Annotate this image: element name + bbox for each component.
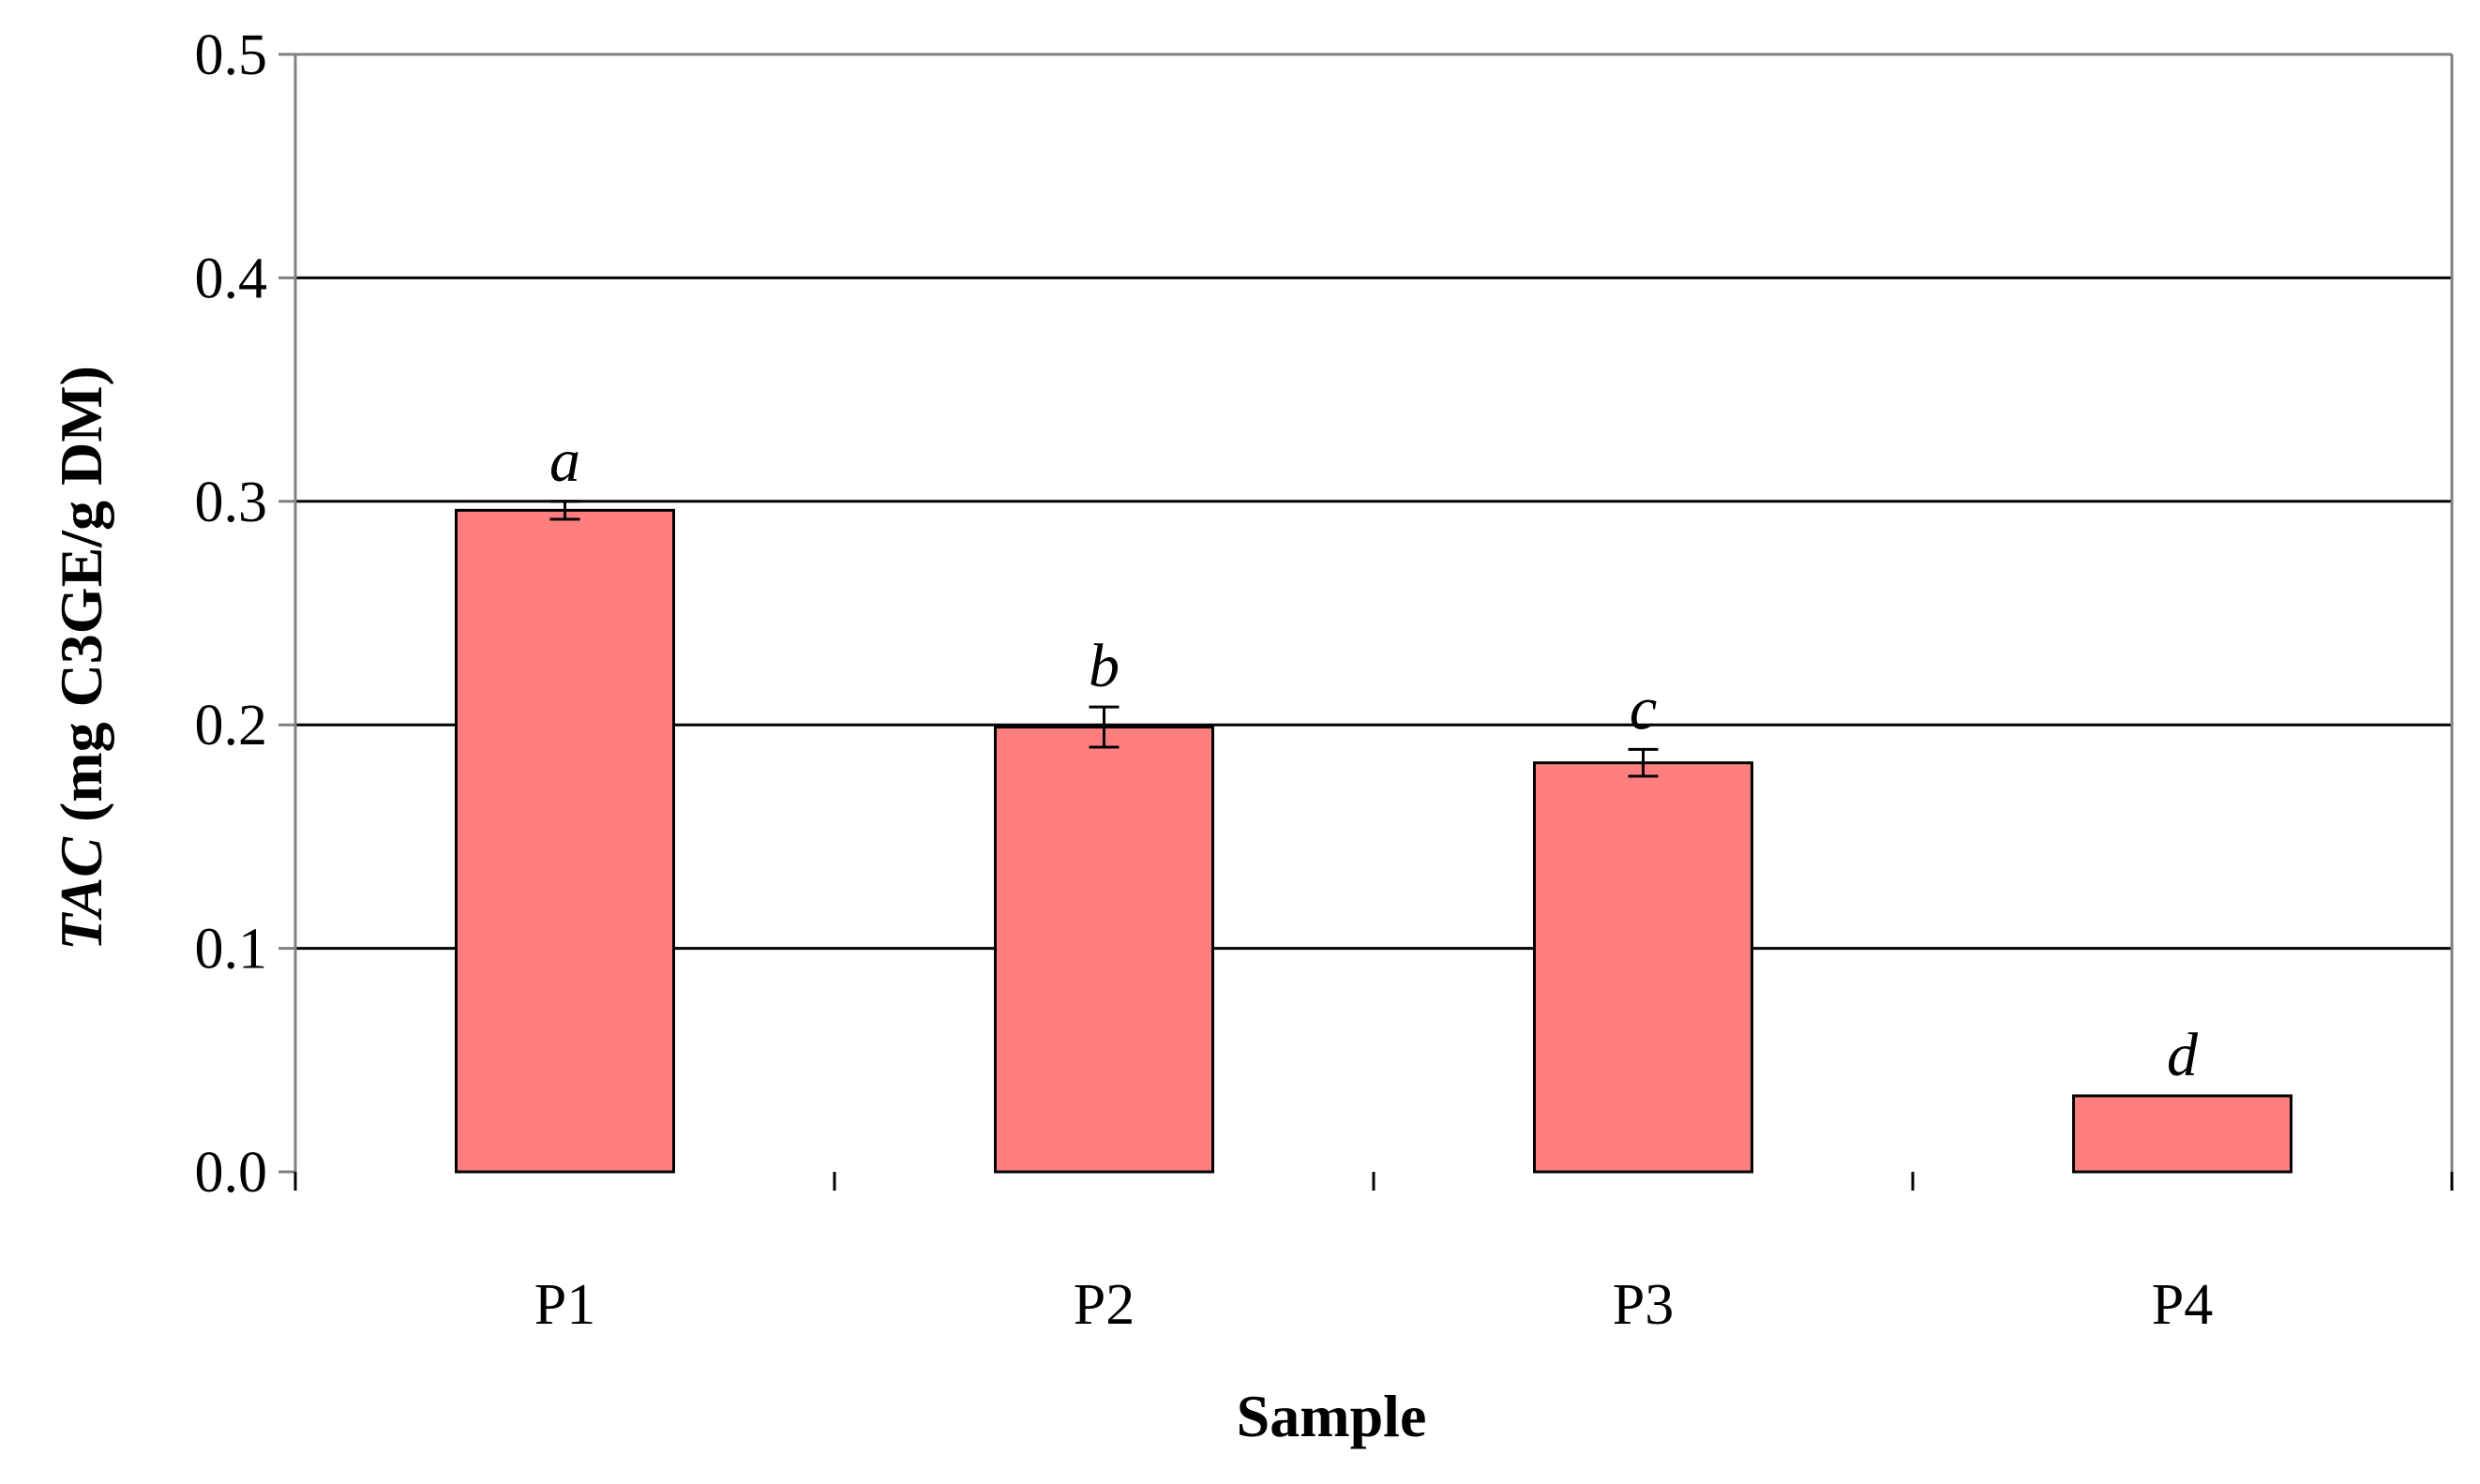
bar-P2 xyxy=(994,726,1214,1174)
error-bar-P2 xyxy=(1089,705,1120,749)
y-axis-title: TAC (mg C3GE/g DM) xyxy=(48,366,114,951)
y-tick-label: 0.0 xyxy=(195,1141,268,1205)
significance-letter-P3: c xyxy=(1630,674,1657,742)
significance-letter-P4: d xyxy=(2167,1021,2199,1089)
significance-letter-P2: b xyxy=(1089,632,1120,700)
labels: 0.0 0.1 0.2 0.3 0.4 0.5 a P1 b P2 c P3 d P4 xyxy=(195,23,2214,1337)
y-tick-label: 0.3 xyxy=(195,471,268,534)
significance-letter-P1: a xyxy=(549,427,580,495)
x-tick-label-P2: P2 xyxy=(1074,1273,1135,1337)
y-axis-title-italic: TAC xyxy=(48,836,114,951)
bar-P1 xyxy=(455,508,675,1174)
x-tick-label-P4: P4 xyxy=(2152,1273,2213,1337)
y-tick-label: 0.2 xyxy=(195,694,268,757)
error-bar-P3 xyxy=(1628,747,1659,778)
x-axis-title: Sample xyxy=(1237,1383,1427,1449)
error-bar-P1 xyxy=(549,500,580,521)
bar-P3 xyxy=(1533,761,1753,1174)
x-tick-label-P3: P3 xyxy=(1613,1273,1674,1337)
x-tick-label-P1: P1 xyxy=(534,1273,595,1337)
y-tick-label: 0.1 xyxy=(195,918,268,982)
y-axis-title-units: (mg C3GE/g DM) xyxy=(48,366,114,837)
axes xyxy=(278,52,2454,1191)
y-tick-label: 0.4 xyxy=(195,247,268,310)
bars xyxy=(455,500,2292,1174)
y-tick-label: 0.5 xyxy=(195,23,268,87)
bar-P4 xyxy=(2072,1094,2292,1174)
